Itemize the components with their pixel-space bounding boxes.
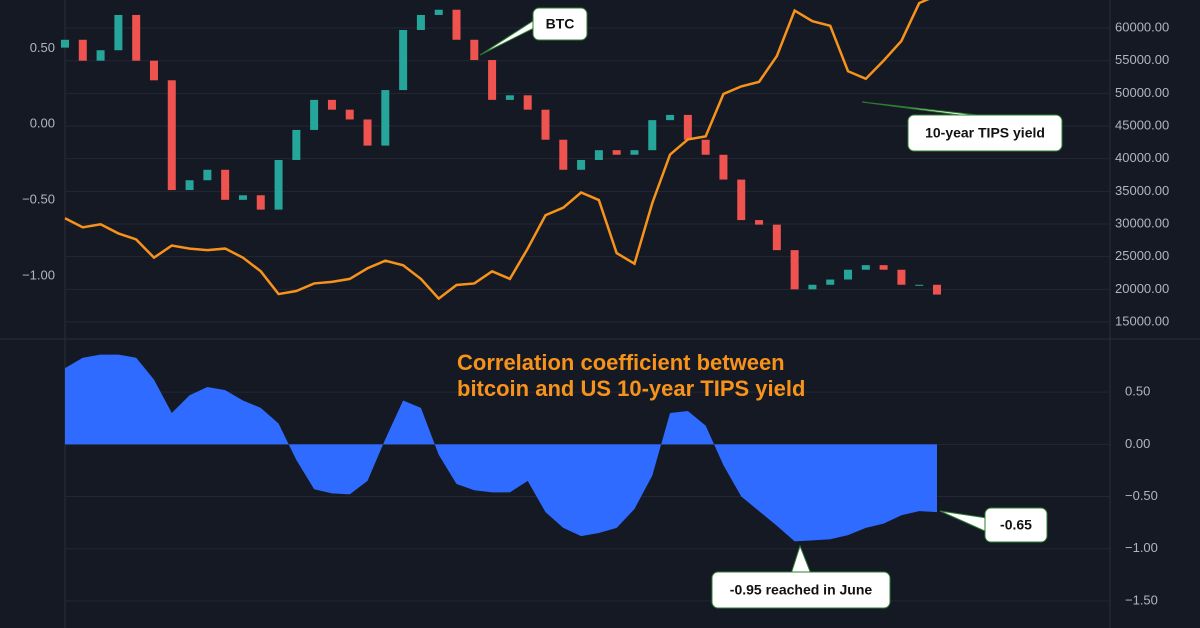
tick-label: 55000.00 — [1115, 52, 1169, 67]
tick-label: 45000.00 — [1115, 117, 1169, 132]
candle — [78, 39, 87, 61]
callout-box — [711, 571, 891, 609]
callout-text: -0.95 reached in June — [730, 582, 873, 598]
candle — [683, 114, 692, 140]
candle — [96, 50, 105, 61]
candle — [523, 95, 532, 110]
tick-label: 60000.00 — [1115, 19, 1169, 34]
candle — [132, 14, 141, 61]
tick-label: 15000.00 — [1115, 313, 1169, 328]
candle — [737, 179, 746, 221]
candle — [452, 9, 461, 40]
candle — [61, 39, 69, 48]
candle — [933, 284, 941, 295]
candle — [915, 284, 924, 286]
candle — [541, 109, 550, 140]
candle — [292, 129, 301, 160]
candle — [185, 180, 194, 191]
tick-label: 40000.00 — [1115, 150, 1169, 165]
callout-arrow — [790, 544, 812, 575]
tick-label: 35000.00 — [1115, 183, 1169, 198]
candle — [274, 159, 283, 210]
tick-label: −1.00 — [22, 267, 55, 282]
tick-label: 50000.00 — [1115, 85, 1169, 100]
callout-box — [532, 7, 588, 41]
line — [64, 0, 930, 301]
callout-arrow — [939, 510, 988, 533]
candle — [221, 169, 230, 200]
callout-text: -0.65 — [1000, 517, 1032, 533]
candle — [167, 80, 176, 191]
tick-label: 0.50 — [30, 40, 55, 55]
tick-label: −1.50 — [1125, 592, 1158, 607]
candle — [470, 39, 479, 61]
candle — [897, 269, 906, 285]
tick-label: −1.00 — [1125, 540, 1158, 555]
candle — [203, 169, 212, 181]
candle — [755, 220, 764, 225]
candle — [701, 139, 710, 155]
candle — [790, 250, 799, 290]
candle — [612, 150, 621, 155]
candle — [327, 99, 336, 110]
candle — [861, 265, 870, 270]
candle — [577, 159, 586, 170]
candle — [808, 284, 817, 290]
callout-box — [907, 114, 1063, 152]
callout-text: 10-year TIPS yield — [925, 125, 1045, 141]
candle — [666, 114, 675, 121]
tick-label: −0.50 — [22, 192, 55, 207]
tick-label: 20000.00 — [1115, 281, 1169, 296]
candle — [114, 14, 123, 51]
candle — [594, 150, 603, 160]
candle — [399, 29, 408, 91]
candle — [559, 139, 568, 170]
area — [65, 354, 937, 542]
tick-label: 25000.00 — [1115, 248, 1169, 263]
tick-label: −0.50 — [1125, 488, 1158, 503]
callout-box — [984, 507, 1048, 543]
candle — [256, 195, 265, 210]
candle — [648, 120, 657, 151]
callout-text: BTC — [546, 16, 575, 32]
candle — [630, 150, 639, 155]
candle — [363, 119, 372, 146]
candle — [772, 224, 781, 251]
candle — [238, 195, 247, 200]
candle — [826, 279, 835, 285]
tick-label: 0.00 — [30, 116, 55, 131]
candle — [416, 14, 425, 30]
candle — [879, 265, 888, 270]
tick-label: 0.50 — [1125, 384, 1150, 399]
candle — [488, 60, 497, 100]
candle — [149, 60, 158, 81]
candle — [719, 154, 728, 180]
candle — [844, 269, 853, 280]
candle — [310, 99, 319, 130]
tick-label: 0.00 — [1125, 436, 1150, 451]
tick-label: 30000.00 — [1115, 215, 1169, 230]
candle — [345, 109, 354, 120]
chart-title: Correlation coefficient between bitcoin … — [457, 350, 806, 401]
candle — [505, 95, 514, 100]
candle — [381, 90, 390, 146]
candle — [434, 9, 443, 15]
